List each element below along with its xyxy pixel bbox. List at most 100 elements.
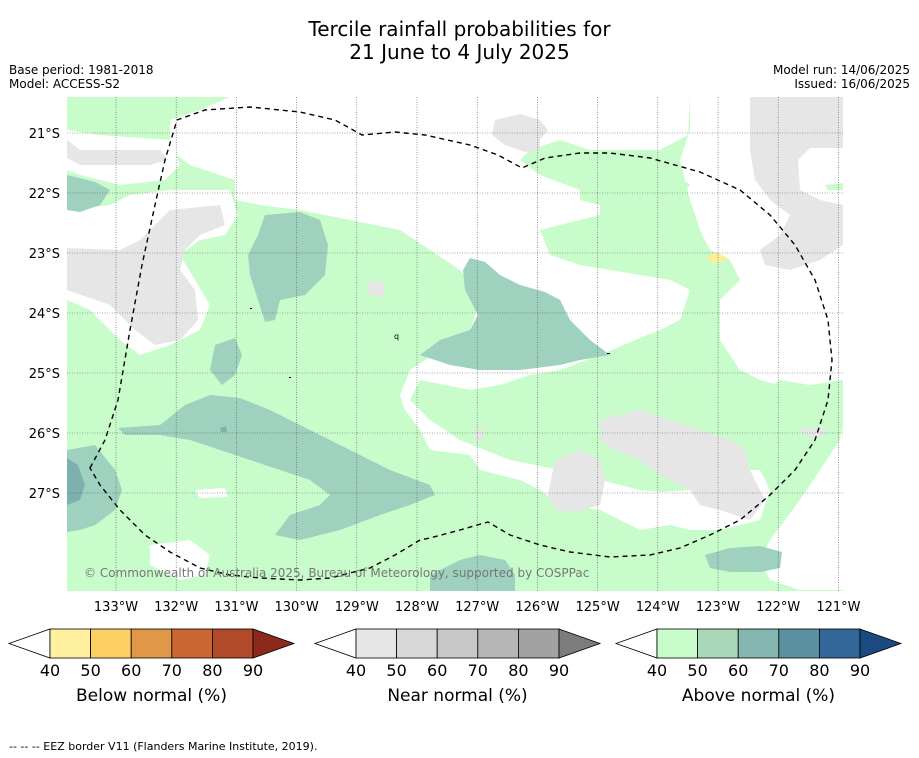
no-dominant-small: [195, 488, 228, 498]
marker-dot-2: [289, 377, 291, 378]
above-normal-70-dot: [220, 426, 227, 432]
above-normal-60-3: [420, 258, 610, 370]
base-period: Base period: 1981-2018: [9, 63, 154, 77]
near-normal-patch-s: [548, 450, 605, 512]
colorbar-segment: [477, 628, 519, 659]
colorbar-tick: 60: [427, 661, 447, 680]
above-normal-patch-2: [615, 170, 690, 195]
copyright-text: © Commonwealth of Australia 2025, Bureau…: [84, 566, 589, 580]
lon-label: 130°W: [275, 600, 319, 615]
colorbar-segment: [211, 628, 254, 659]
colorbar-segment: [49, 628, 91, 659]
latitude-labels: 21°S 22°S 23°S 24°S 25°S 26°S 27°S: [29, 127, 60, 502]
colorbar-tick: 50: [386, 661, 406, 680]
lat-label: 21°S: [29, 127, 60, 142]
colorbar-upper-extend: [859, 628, 903, 659]
near-normal-dot: [474, 428, 484, 444]
model-run: Model run: 14/06/2025: [772, 63, 910, 77]
colorbar-label-above: Above normal (%): [681, 686, 836, 706]
map-area: q © Commonwealth of Australia 2025, Bure…: [67, 97, 843, 591]
lat-label: 23°S: [29, 247, 60, 262]
lon-label: 126°W: [515, 600, 559, 615]
marker-dot-1: [250, 308, 252, 309]
colorbar-tick: 90: [850, 661, 870, 680]
lon-label: 121°W: [816, 600, 860, 615]
colorbar-segment: [436, 628, 479, 659]
lon-label: 133°W: [94, 600, 138, 615]
below-normal-patch: [705, 252, 728, 264]
colorbar-label-below: Below normal (%): [76, 686, 227, 706]
near-normal-patch-2: [67, 205, 225, 345]
lon-label: 131°W: [214, 600, 258, 615]
colorbar-segment: [90, 628, 132, 659]
model-name: Model: ACCESS-S2: [9, 77, 121, 91]
colorbar-tick: 60: [121, 661, 141, 680]
meta-left: Base period: 1981-2018 Model: ACCESS-S2: [9, 63, 154, 91]
lon-label: 122°W: [756, 600, 800, 615]
colorbar-tick: 50: [687, 661, 707, 680]
lon-label: 128°W: [395, 600, 439, 615]
above-normal-east-patch: [755, 380, 843, 500]
colorbar-segment: [171, 628, 213, 659]
map-title: Tercile rainfall probabilities for 21 Ju…: [0, 18, 919, 64]
colorbar-segment: [737, 628, 780, 659]
no-dominant-tercile-south: [150, 540, 210, 580]
colorbar-segment: [130, 628, 173, 659]
near-normal-small: [368, 282, 384, 296]
lat-label: 26°S: [29, 427, 60, 442]
colorbar-tick: 80: [508, 661, 528, 680]
gridlines: [67, 97, 843, 591]
colorbar-segment: [396, 628, 438, 659]
meta-right: Model run: 14/06/2025 Issued: 16/06/2025: [773, 63, 910, 91]
colorbar-0: 40 50 60 70 80 90: [7, 628, 296, 680]
colorbar-2: 40 50 60 70 80 90: [614, 628, 903, 680]
lon-label: 125°W: [576, 600, 620, 615]
above-normal-60-6: [67, 445, 122, 532]
lat-label: 25°S: [29, 367, 60, 382]
colorbar-tick: 40: [40, 661, 60, 680]
colorbar-tick: 80: [809, 661, 829, 680]
above-normal-60-5: [118, 395, 435, 540]
marker-q: q: [394, 332, 399, 341]
eez-border: [89, 106, 833, 581]
above-normal-60-8: [705, 546, 782, 572]
colorbar-segment: [518, 628, 560, 659]
near-normal-patch-east: [750, 97, 843, 270]
colorbar-lower-extend: [7, 628, 51, 659]
colorbar-tick: 50: [80, 661, 100, 680]
colorbar-segment: [819, 628, 861, 659]
longitude-labels: 133°W 132°W 131°W 130°W 129°W 128°W 127°W 126°W…: [94, 600, 861, 615]
colorbar-lower-extend: [614, 628, 658, 659]
colorbar-tick: 40: [647, 661, 667, 680]
lon-label: 123°W: [696, 600, 740, 615]
above-normal-60-1: [67, 175, 110, 212]
colorbar-label-near: Near normal (%): [387, 686, 528, 706]
colorbar-upper-extend: [558, 628, 602, 659]
title-line-2: 21 June to 4 July 2025: [349, 40, 570, 64]
lon-label: 132°W: [154, 600, 198, 615]
issued-date: Issued: 16/06/2025: [794, 77, 910, 91]
colorbars: 40 50 60 70 80 90 40 50 60 70 80 90 40 50 60 70 80 90: [7, 628, 903, 680]
colorbar-tick: 70: [162, 661, 182, 680]
colorbar-tick: 60: [728, 661, 748, 680]
lon-label: 124°W: [636, 600, 680, 615]
colorbar-tick: 90: [243, 661, 263, 680]
near-normal-patch-1: [67, 140, 168, 165]
above-normal-60-2: [248, 212, 328, 322]
colorbar-tick: 70: [468, 661, 488, 680]
title-line-1: Tercile rainfall probabilities for: [308, 17, 611, 41]
above-normal-60-7: [430, 555, 515, 591]
lat-label: 27°S: [29, 487, 60, 502]
above-normal-60-4: [210, 338, 242, 385]
colorbar-upper-extend: [252, 628, 296, 659]
footer-note: -- -- -- EEZ border V11 (Flanders Marine…: [9, 740, 318, 753]
near-normal-tiny: [800, 428, 828, 438]
lat-label: 24°S: [29, 307, 60, 322]
lon-label: 129°W: [335, 600, 379, 615]
colorbar-tick: 40: [346, 661, 366, 680]
lat-label: 22°S: [29, 187, 60, 202]
colorbar-segment: [697, 628, 739, 659]
no-dominant-tercile-region: [170, 97, 770, 530]
colorbar-segment: [355, 628, 397, 659]
